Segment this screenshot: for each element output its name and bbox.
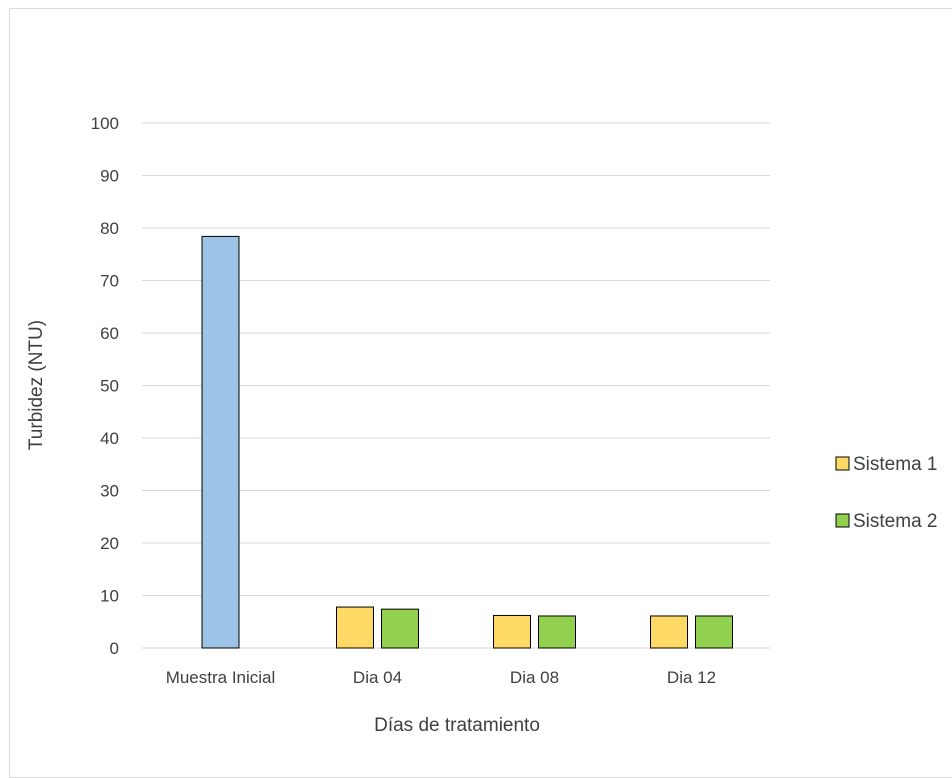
y-tick-label: 60	[100, 324, 119, 343]
bar-sistema-1-2	[493, 614, 531, 649]
legend-swatch	[835, 456, 850, 471]
legend-swatch	[835, 513, 850, 528]
bar-sistema-2-2	[538, 615, 576, 649]
x-axis-title: Días de tratamiento	[374, 715, 540, 736]
bars	[201, 235, 733, 649]
bar-sistema-2-3	[695, 615, 733, 649]
chart-frame	[9, 8, 952, 778]
y-tick-label: 50	[100, 377, 119, 396]
x-tick-labels: Muestra Inicial Dia 04 Dia 08 Dia 12	[166, 668, 716, 687]
bar-sistema-1-3	[650, 615, 688, 649]
x-tick-label: Dia 04	[353, 668, 402, 687]
y-axis-title: Turbidez (NTU)	[26, 320, 47, 450]
y-tick-labels: 0 10 20 30 40 50 60 70 80 90 100	[91, 114, 119, 658]
y-tick-label: 70	[100, 272, 119, 291]
bar-sistema-1-1	[336, 606, 374, 649]
y-tick-label: 90	[100, 167, 119, 186]
bar-muestra-0	[201, 235, 240, 649]
y-tick-label: 0	[110, 639, 119, 658]
x-tick-label: Muestra Inicial	[166, 668, 276, 687]
y-tick-label: 40	[100, 429, 119, 448]
x-tick-label: Dia 08	[510, 668, 559, 687]
y-tick-label: 20	[100, 534, 119, 553]
y-tick-label: 100	[91, 114, 119, 133]
y-tick-label: 30	[100, 482, 119, 501]
legend-label: Sistema 1	[853, 454, 937, 475]
y-tick-label: 80	[100, 219, 119, 238]
bar-chart: 0 10 20 30 40 50 60 70 80 90 100 Muestra Inicial Di…	[26, 114, 937, 736]
x-tick-label: Dia 12	[667, 668, 716, 687]
gridlines	[142, 122, 770, 649]
bar-sistema-2-1	[381, 608, 419, 649]
legend-label: Sistema 2	[853, 511, 937, 532]
y-tick-label: 10	[100, 587, 119, 606]
legend: Sistema 1 Sistema 2	[835, 454, 937, 532]
